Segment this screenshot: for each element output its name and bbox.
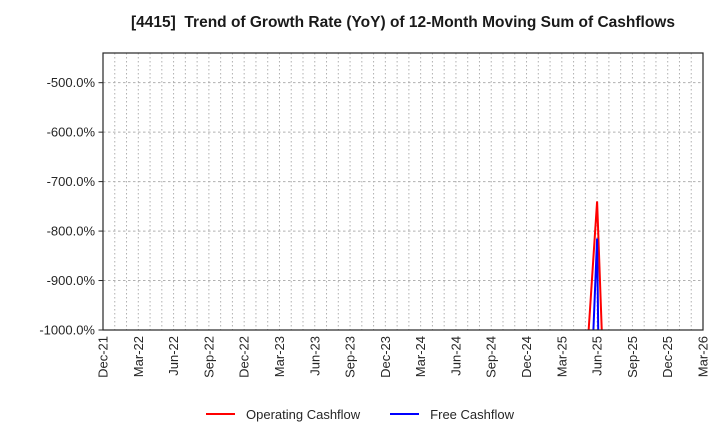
legend-label: Free Cashflow (430, 406, 514, 422)
x-tick-label: Dec-23 (378, 336, 393, 378)
x-tick-label: Mar-24 (413, 336, 428, 377)
x-tick-label: Mar-25 (554, 336, 569, 377)
legend-label: Operating Cashflow (246, 406, 361, 422)
chart-legend: Operating Cashflow Free Cashflow (0, 403, 720, 425)
x-tick-label: Dec-22 (237, 336, 252, 378)
legend-line-swatch (390, 412, 420, 416)
x-tick-label: Sep-23 (343, 336, 358, 378)
x-tick-label: Mar-23 (272, 336, 287, 377)
x-tick-label: Mar-26 (696, 336, 711, 377)
series-line-free-cashflow (592, 238, 600, 330)
y-tick-label: -900.0% (47, 273, 96, 288)
x-tick-label: Sep-22 (201, 336, 216, 378)
y-tick-label: -700.0% (47, 174, 96, 189)
legend-line-swatch (206, 412, 235, 416)
legend-item-free-cashflow: Free Cashflow (390, 407, 514, 422)
y-tick-label: -1000.0% (39, 323, 95, 338)
series-line-operating-cashflow (587, 201, 603, 330)
x-tick-label: Dec-21 (96, 336, 111, 378)
x-tick-label: Sep-24 (484, 336, 499, 378)
chart-title: [4415] Trend of Growth Rate (YoY) of 12-… (131, 14, 675, 31)
plot-area: -500.0% -600.0% -700.0% -800.0% -900.0% -1000… (39, 52, 711, 378)
legend-item-operating-cashflow: Operating Cashflow (206, 407, 360, 422)
y-tick-label: -600.0% (47, 125, 96, 140)
y-tick-label: -500.0% (47, 75, 96, 90)
x-tick-label: Jun-23 (307, 336, 322, 376)
x-tick-label: Dec-24 (519, 336, 534, 378)
x-tick-label: Dec-25 (660, 336, 675, 378)
x-tick-label: Mar-22 (131, 336, 146, 377)
x-tick-label: Sep-25 (625, 336, 640, 378)
x-tick-label: Jun-25 (590, 336, 605, 376)
x-tick-label: Jun-22 (166, 336, 181, 376)
x-tick-label: Jun-24 (448, 336, 463, 376)
y-tick-label: -800.0% (47, 224, 96, 239)
plot-border (102, 52, 704, 331)
